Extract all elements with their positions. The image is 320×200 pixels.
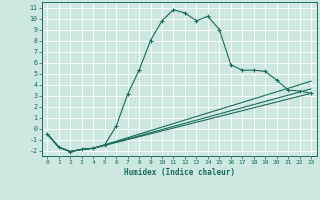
X-axis label: Humidex (Indice chaleur): Humidex (Indice chaleur) [124,168,235,177]
